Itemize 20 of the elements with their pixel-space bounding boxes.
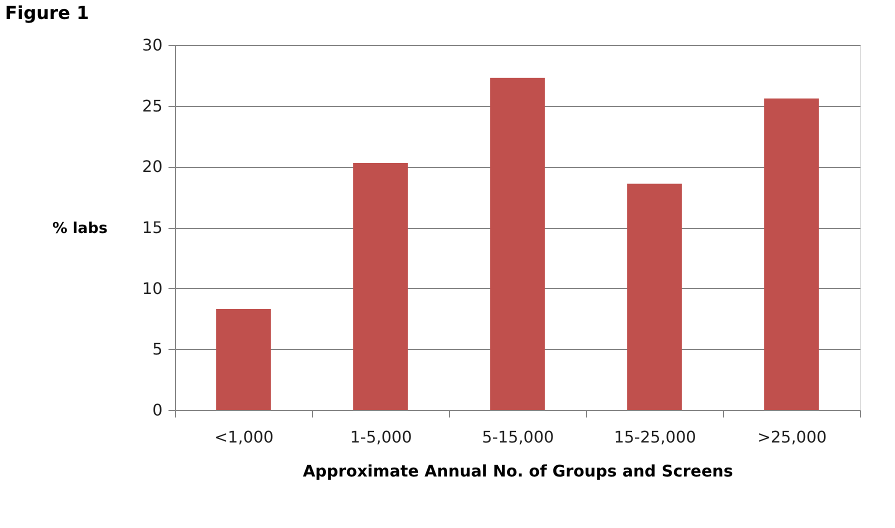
bar [490, 78, 545, 410]
bar [353, 163, 408, 410]
x-tick-label: 5-15,000 [482, 428, 554, 446]
bar [216, 309, 271, 410]
y-axis-title: % labs [52, 219, 108, 237]
y-tick-label: 15 [142, 218, 162, 237]
x-tick-label: 15-25,000 [614, 428, 696, 446]
y-tick-label: 5 [152, 340, 162, 359]
x-axis-title: Approximate Annual No. of Groups and Screens [302, 462, 734, 480]
x-tick-label: <1,000 [214, 428, 274, 446]
y-tick-label: 20 [142, 157, 162, 176]
x-tick-label: 1-5,000 [350, 428, 412, 446]
chart-title: Figure 1 [5, 3, 90, 24]
bar [627, 184, 682, 410]
bar [764, 98, 819, 410]
y-tick-label: 10 [142, 278, 162, 298]
x-tick-label: >25,000 [757, 428, 827, 446]
y-tick-label: 30 [142, 36, 162, 54]
y-tick-label: 25 [142, 96, 162, 116]
y-tick-label: 0 [152, 400, 162, 420]
